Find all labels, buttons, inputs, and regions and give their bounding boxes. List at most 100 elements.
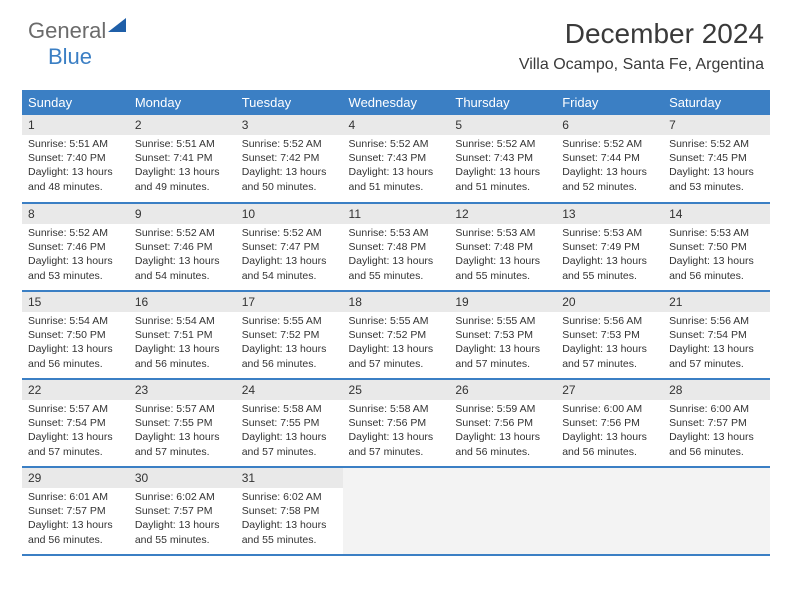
- day-detail: Sunrise: 5:51 AMSunset: 7:40 PMDaylight:…: [22, 135, 129, 198]
- calendar-day-cell: 8Sunrise: 5:52 AMSunset: 7:46 PMDaylight…: [22, 203, 129, 291]
- calendar-day-cell: 13Sunrise: 5:53 AMSunset: 7:49 PMDayligh…: [556, 203, 663, 291]
- calendar-day-cell: 20Sunrise: 5:56 AMSunset: 7:53 PMDayligh…: [556, 291, 663, 379]
- calendar-day-cell: 31Sunrise: 6:02 AMSunset: 7:58 PMDayligh…: [236, 467, 343, 555]
- day-number: 10: [236, 204, 343, 224]
- calendar-day-cell: 3Sunrise: 5:52 AMSunset: 7:42 PMDaylight…: [236, 115, 343, 203]
- calendar-day-cell: 14Sunrise: 5:53 AMSunset: 7:50 PMDayligh…: [663, 203, 770, 291]
- day-detail: Sunrise: 5:55 AMSunset: 7:53 PMDaylight:…: [449, 312, 556, 375]
- title-block: December 2024 Villa Ocampo, Santa Fe, Ar…: [519, 18, 764, 74]
- weekday-header: Tuesday: [236, 90, 343, 115]
- calendar-day-cell: 11Sunrise: 5:53 AMSunset: 7:48 PMDayligh…: [343, 203, 450, 291]
- day-number: 21: [663, 292, 770, 312]
- day-number: 19: [449, 292, 556, 312]
- day-detail: Sunrise: 5:54 AMSunset: 7:50 PMDaylight:…: [22, 312, 129, 375]
- day-number: 4: [343, 115, 450, 135]
- day-detail: Sunrise: 5:52 AMSunset: 7:44 PMDaylight:…: [556, 135, 663, 198]
- calendar-day-cell: 5Sunrise: 5:52 AMSunset: 7:43 PMDaylight…: [449, 115, 556, 203]
- weekday-header: Wednesday: [343, 90, 450, 115]
- calendar-day-cell: 10Sunrise: 5:52 AMSunset: 7:47 PMDayligh…: [236, 203, 343, 291]
- calendar-day-cell: 9Sunrise: 5:52 AMSunset: 7:46 PMDaylight…: [129, 203, 236, 291]
- calendar-day-cell: 1Sunrise: 5:51 AMSunset: 7:40 PMDaylight…: [22, 115, 129, 203]
- calendar-day-cell: 15Sunrise: 5:54 AMSunset: 7:50 PMDayligh…: [22, 291, 129, 379]
- day-detail: Sunrise: 5:52 AMSunset: 7:46 PMDaylight:…: [129, 224, 236, 287]
- day-number: 8: [22, 204, 129, 224]
- day-detail: Sunrise: 5:58 AMSunset: 7:55 PMDaylight:…: [236, 400, 343, 463]
- day-number: 24: [236, 380, 343, 400]
- day-detail: Sunrise: 6:02 AMSunset: 7:58 PMDaylight:…: [236, 488, 343, 551]
- day-detail: Sunrise: 5:56 AMSunset: 7:54 PMDaylight:…: [663, 312, 770, 375]
- calendar-day-cell: 12Sunrise: 5:53 AMSunset: 7:48 PMDayligh…: [449, 203, 556, 291]
- calendar-day-cell: [663, 467, 770, 555]
- day-number: 15: [22, 292, 129, 312]
- calendar-day-cell: 23Sunrise: 5:57 AMSunset: 7:55 PMDayligh…: [129, 379, 236, 467]
- day-number: 28: [663, 380, 770, 400]
- location-label: Villa Ocampo, Santa Fe, Argentina: [519, 56, 764, 74]
- day-detail: Sunrise: 5:54 AMSunset: 7:51 PMDaylight:…: [129, 312, 236, 375]
- calendar-day-cell: [556, 467, 663, 555]
- day-number: 30: [129, 468, 236, 488]
- calendar-day-cell: 4Sunrise: 5:52 AMSunset: 7:43 PMDaylight…: [343, 115, 450, 203]
- logo-triangle-icon: [108, 18, 126, 32]
- weekday-header: Friday: [556, 90, 663, 115]
- calendar-day-cell: 30Sunrise: 6:02 AMSunset: 7:57 PMDayligh…: [129, 467, 236, 555]
- day-number: 29: [22, 468, 129, 488]
- weekday-header: Thursday: [449, 90, 556, 115]
- calendar-day-cell: 24Sunrise: 5:58 AMSunset: 7:55 PMDayligh…: [236, 379, 343, 467]
- weekday-header: Sunday: [22, 90, 129, 115]
- calendar-day-cell: 26Sunrise: 5:59 AMSunset: 7:56 PMDayligh…: [449, 379, 556, 467]
- day-detail: Sunrise: 5:51 AMSunset: 7:41 PMDaylight:…: [129, 135, 236, 198]
- day-number: 31: [236, 468, 343, 488]
- day-detail: Sunrise: 5:55 AMSunset: 7:52 PMDaylight:…: [236, 312, 343, 375]
- day-detail: Sunrise: 5:52 AMSunset: 7:42 PMDaylight:…: [236, 135, 343, 198]
- calendar-week-row: 29Sunrise: 6:01 AMSunset: 7:57 PMDayligh…: [22, 467, 770, 555]
- day-detail: Sunrise: 5:52 AMSunset: 7:43 PMDaylight:…: [449, 135, 556, 198]
- calendar-day-cell: 22Sunrise: 5:57 AMSunset: 7:54 PMDayligh…: [22, 379, 129, 467]
- day-detail: Sunrise: 5:52 AMSunset: 7:46 PMDaylight:…: [22, 224, 129, 287]
- day-number: 12: [449, 204, 556, 224]
- header: General Blue December 2024 Villa Ocampo,…: [0, 0, 792, 80]
- day-number: 1: [22, 115, 129, 135]
- day-detail: Sunrise: 6:01 AMSunset: 7:57 PMDaylight:…: [22, 488, 129, 551]
- calendar-day-cell: 28Sunrise: 6:00 AMSunset: 7:57 PMDayligh…: [663, 379, 770, 467]
- calendar-week-row: 15Sunrise: 5:54 AMSunset: 7:50 PMDayligh…: [22, 291, 770, 379]
- logo-text: General Blue: [28, 18, 126, 70]
- day-number: 5: [449, 115, 556, 135]
- day-detail: Sunrise: 5:53 AMSunset: 7:48 PMDaylight:…: [343, 224, 450, 287]
- day-number: 14: [663, 204, 770, 224]
- logo: General Blue: [28, 18, 126, 70]
- day-detail: Sunrise: 5:53 AMSunset: 7:49 PMDaylight:…: [556, 224, 663, 287]
- calendar-day-cell: 2Sunrise: 5:51 AMSunset: 7:41 PMDaylight…: [129, 115, 236, 203]
- day-detail: Sunrise: 5:52 AMSunset: 7:43 PMDaylight:…: [343, 135, 450, 198]
- day-detail: Sunrise: 5:58 AMSunset: 7:56 PMDaylight:…: [343, 400, 450, 463]
- calendar-table: Sunday Monday Tuesday Wednesday Thursday…: [22, 90, 770, 556]
- calendar-day-cell: [449, 467, 556, 555]
- calendar-day-cell: 17Sunrise: 5:55 AMSunset: 7:52 PMDayligh…: [236, 291, 343, 379]
- day-detail: Sunrise: 5:56 AMSunset: 7:53 PMDaylight:…: [556, 312, 663, 375]
- day-detail: Sunrise: 6:02 AMSunset: 7:57 PMDaylight:…: [129, 488, 236, 551]
- weekday-header-row: Sunday Monday Tuesday Wednesday Thursday…: [22, 90, 770, 115]
- day-number: 11: [343, 204, 450, 224]
- calendar-day-cell: 27Sunrise: 6:00 AMSunset: 7:56 PMDayligh…: [556, 379, 663, 467]
- calendar-day-cell: 6Sunrise: 5:52 AMSunset: 7:44 PMDaylight…: [556, 115, 663, 203]
- calendar-day-cell: 25Sunrise: 5:58 AMSunset: 7:56 PMDayligh…: [343, 379, 450, 467]
- calendar-week-row: 1Sunrise: 5:51 AMSunset: 7:40 PMDaylight…: [22, 115, 770, 203]
- day-detail: Sunrise: 6:00 AMSunset: 7:56 PMDaylight:…: [556, 400, 663, 463]
- day-number: 25: [343, 380, 450, 400]
- day-detail: Sunrise: 5:53 AMSunset: 7:48 PMDaylight:…: [449, 224, 556, 287]
- logo-part2: Blue: [48, 44, 92, 69]
- day-number: 18: [343, 292, 450, 312]
- weekday-header: Saturday: [663, 90, 770, 115]
- day-number: 27: [556, 380, 663, 400]
- calendar-day-cell: 16Sunrise: 5:54 AMSunset: 7:51 PMDayligh…: [129, 291, 236, 379]
- day-number: 23: [129, 380, 236, 400]
- day-detail: Sunrise: 5:57 AMSunset: 7:55 PMDaylight:…: [129, 400, 236, 463]
- calendar-day-cell: [343, 467, 450, 555]
- calendar-week-row: 22Sunrise: 5:57 AMSunset: 7:54 PMDayligh…: [22, 379, 770, 467]
- day-number: 17: [236, 292, 343, 312]
- day-number: 9: [129, 204, 236, 224]
- day-number: 26: [449, 380, 556, 400]
- calendar-day-cell: 29Sunrise: 6:01 AMSunset: 7:57 PMDayligh…: [22, 467, 129, 555]
- day-detail: Sunrise: 6:00 AMSunset: 7:57 PMDaylight:…: [663, 400, 770, 463]
- day-number: 7: [663, 115, 770, 135]
- day-detail: Sunrise: 5:52 AMSunset: 7:45 PMDaylight:…: [663, 135, 770, 198]
